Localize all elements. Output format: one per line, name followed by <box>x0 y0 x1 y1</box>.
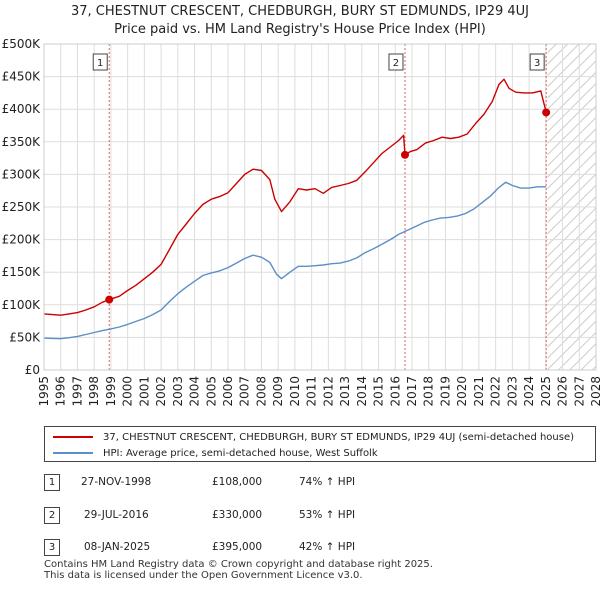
x-tick-label: 1997 <box>70 376 84 407</box>
x-tick-label: 1998 <box>87 376 101 407</box>
x-tick-label: 2007 <box>238 376 252 407</box>
x-tick-label: 2021 <box>472 376 486 407</box>
x-tick-label: 2017 <box>405 376 419 407</box>
x-tick-label: 2028 <box>589 376 600 407</box>
x-tick-label: 2025 <box>539 376 553 407</box>
hpi-line <box>43 181 546 340</box>
transaction-marker: 1 <box>44 474 60 491</box>
sale-label-box <box>388 53 404 71</box>
x-tick-label: 2011 <box>305 376 319 407</box>
x-tick-label: 2024 <box>522 376 536 407</box>
x-tick-label: 2027 <box>572 376 586 407</box>
transaction-row: 3 08-JAN-2025 £395,000 42% ↑ HPI <box>44 539 596 559</box>
transaction-row: 2 29-JUL-2016 £330,000 53% ↑ HPI <box>44 507 596 527</box>
x-tick-label: 2005 <box>204 376 218 407</box>
transaction-hpi: 53% ↑ HPI <box>299 509 356 521</box>
legend: 37, CHESTNUT CRESCENT, CHEDBURGH, BURY S… <box>44 426 596 462</box>
footer-licence: This data is licensed under the Open Gov… <box>44 570 363 581</box>
legend-label-property: 37, CHESTNUT CRESCENT, CHEDBURGH, BURY S… <box>103 431 575 443</box>
x-tick-label: 2012 <box>321 376 335 407</box>
legend-label-hpi: HPI: Average price, semi-detached house,… <box>103 447 378 459</box>
legend-swatch-hpi <box>53 452 93 454</box>
transaction-price: £395,000 <box>212 541 263 553</box>
x-tick-label: 2026 <box>556 376 570 407</box>
x-tick-label: 2001 <box>137 376 151 407</box>
transaction-price: £330,000 <box>212 509 263 521</box>
y-tick-label: £500K <box>2 37 42 51</box>
sale-label: 1 <box>97 58 103 69</box>
y-tick-label: £100K <box>2 298 42 312</box>
y-tick-label: £50K <box>9 330 41 344</box>
x-tick-label: 2009 <box>271 376 285 407</box>
sale-point <box>400 150 409 159</box>
legend-swatch-property <box>53 436 93 438</box>
x-tick-label: 2015 <box>372 376 386 407</box>
transaction-marker: 2 <box>44 507 60 524</box>
x-tick-label: 2000 <box>121 376 135 407</box>
plot-border <box>43 43 597 371</box>
y-tick-label: £450K <box>2 70 42 84</box>
price-chart: 1 2 3 £0 £50K £100K £150K £200K £250K £300K £350K… <box>2 37 600 407</box>
transaction-date: 29-JUL-2016 <box>84 509 149 521</box>
sale-point <box>105 295 114 304</box>
x-tick-label: 2020 <box>455 376 469 407</box>
sale-label-box <box>529 53 545 71</box>
legend-item-property: 37, CHESTNUT CRESCENT, CHEDBURGH, BURY S… <box>53 429 574 445</box>
y-tick-label: £0 <box>25 363 40 377</box>
chart-title: 37, CHESTNUT CRESCENT, CHEDBURGH, BURY S… <box>70 4 530 19</box>
sale-label: 3 <box>534 58 540 69</box>
x-tick-label: 1996 <box>54 376 68 407</box>
x-tick-label: 2002 <box>154 376 168 407</box>
y-tick-label: £150K <box>2 265 42 279</box>
transaction-date: 08-JAN-2025 <box>84 541 151 553</box>
x-tick-label: 2022 <box>489 376 503 407</box>
sale-label-box <box>92 53 108 71</box>
y-tick-label: £300K <box>2 167 42 181</box>
x-tick-label: 2006 <box>221 376 235 407</box>
x-tick-label: 2023 <box>505 376 519 407</box>
x-tick-label: 2010 <box>288 376 302 407</box>
y-tick-label: £250K <box>2 200 42 214</box>
x-tick-label: 2008 <box>254 376 268 407</box>
transaction-hpi: 42% ↑ HPI <box>299 541 356 553</box>
transaction-row: 1 27-NOV-1998 £108,000 74% ↑ HPI <box>44 474 596 494</box>
transaction-hpi: 74% ↑ HPI <box>299 476 356 488</box>
legend-item-hpi: HPI: Average price, semi-detached house,… <box>53 445 378 461</box>
footer-copyright: Contains HM Land Registry data © Crown c… <box>44 559 433 570</box>
sale-label: 2 <box>393 58 399 69</box>
x-tick-label: 2003 <box>171 376 185 407</box>
transaction-marker: 3 <box>44 539 60 556</box>
x-tick-label: 2004 <box>188 376 202 407</box>
x-tick-label: 2019 <box>438 376 452 407</box>
chart-subtitle: Price paid vs. HM Land Registry's House … <box>114 22 486 37</box>
x-tick-label: 1995 <box>37 376 51 407</box>
transaction-price: £108,000 <box>212 476 263 488</box>
transaction-date: 27-NOV-1998 <box>81 476 152 488</box>
property-price-line <box>43 78 547 316</box>
y-tick-label: £200K <box>2 233 42 247</box>
sale-point <box>542 108 551 117</box>
x-tick-label: 1999 <box>104 376 118 407</box>
footer: Contains HM Land Registry data © Crown c… <box>44 559 433 581</box>
x-tick-label: 2018 <box>422 376 436 407</box>
x-tick-label: 2016 <box>388 376 402 407</box>
x-tick-label: 2013 <box>338 376 352 407</box>
x-tick-label: 2014 <box>355 376 369 407</box>
y-tick-label: £400K <box>2 102 42 116</box>
y-tick-label: £350K <box>2 135 42 149</box>
